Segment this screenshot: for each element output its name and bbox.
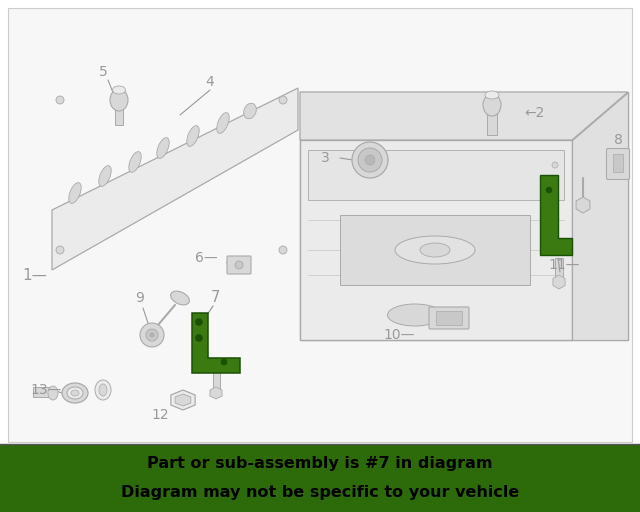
Polygon shape	[175, 394, 191, 406]
Ellipse shape	[67, 387, 83, 399]
Text: Diagram may not be specific to your vehicle: Diagram may not be specific to your vehi…	[121, 485, 519, 500]
Bar	[436, 311, 462, 325]
Text: 5: 5	[99, 65, 108, 79]
Polygon shape	[308, 150, 564, 200]
Ellipse shape	[113, 86, 125, 94]
Text: ←2: ←2	[524, 106, 545, 120]
Text: 6—: 6—	[195, 251, 218, 265]
Ellipse shape	[387, 304, 442, 326]
FancyBboxPatch shape	[607, 148, 630, 180]
Bar	[0, 444, 640, 512]
Circle shape	[140, 323, 164, 347]
Circle shape	[365, 155, 375, 165]
Bar	[487, 105, 497, 135]
Circle shape	[56, 96, 64, 104]
Circle shape	[146, 329, 158, 341]
Ellipse shape	[244, 103, 256, 119]
Polygon shape	[572, 92, 628, 340]
Ellipse shape	[157, 138, 169, 158]
Circle shape	[150, 333, 154, 337]
Polygon shape	[300, 140, 572, 340]
FancyBboxPatch shape	[227, 256, 251, 274]
Ellipse shape	[129, 152, 141, 173]
Circle shape	[195, 334, 202, 342]
Polygon shape	[210, 387, 222, 399]
Text: 13—: 13—	[30, 383, 61, 397]
Polygon shape	[340, 215, 530, 285]
Polygon shape	[576, 197, 590, 213]
Ellipse shape	[62, 383, 88, 403]
Text: 9: 9	[136, 291, 145, 305]
Ellipse shape	[395, 236, 475, 264]
Ellipse shape	[420, 243, 450, 257]
FancyBboxPatch shape	[429, 307, 469, 329]
Ellipse shape	[171, 291, 189, 305]
Ellipse shape	[187, 125, 199, 146]
Circle shape	[279, 96, 287, 104]
Polygon shape	[300, 92, 628, 340]
Circle shape	[357, 162, 363, 168]
Polygon shape	[171, 390, 195, 410]
Ellipse shape	[217, 113, 229, 133]
Ellipse shape	[71, 390, 79, 396]
Text: Part or sub-assembly is #7 in diagram: Part or sub-assembly is #7 in diagram	[147, 456, 493, 471]
Circle shape	[279, 246, 287, 254]
Polygon shape	[300, 92, 628, 140]
Ellipse shape	[99, 384, 107, 396]
Circle shape	[195, 318, 202, 326]
Bar	[33, 387, 53, 397]
Text: 11—: 11—	[548, 258, 579, 272]
Ellipse shape	[483, 94, 501, 116]
Polygon shape	[52, 88, 298, 270]
Ellipse shape	[485, 91, 499, 99]
Text: 10—: 10—	[383, 328, 415, 342]
Ellipse shape	[110, 89, 128, 111]
Ellipse shape	[95, 380, 111, 400]
Polygon shape	[553, 275, 565, 289]
Text: 3: 3	[321, 151, 330, 165]
Circle shape	[552, 162, 558, 168]
Circle shape	[221, 359, 227, 365]
Circle shape	[546, 187, 552, 193]
Ellipse shape	[99, 165, 111, 186]
Circle shape	[358, 148, 382, 172]
Polygon shape	[192, 313, 240, 373]
Circle shape	[56, 246, 64, 254]
Text: 7: 7	[211, 290, 220, 306]
Bar	[213, 370, 220, 390]
Circle shape	[352, 142, 388, 178]
Ellipse shape	[68, 183, 81, 203]
Circle shape	[235, 261, 243, 269]
Text: 8: 8	[614, 133, 623, 147]
Bar	[115, 100, 123, 125]
Bar	[613, 154, 623, 172]
Ellipse shape	[48, 386, 58, 400]
Text: 1—: 1—	[22, 267, 47, 283]
Bar	[8, 8, 632, 442]
Polygon shape	[540, 175, 572, 255]
Text: 12: 12	[151, 408, 169, 422]
Text: 4: 4	[205, 75, 214, 89]
Bar	[555, 258, 563, 280]
